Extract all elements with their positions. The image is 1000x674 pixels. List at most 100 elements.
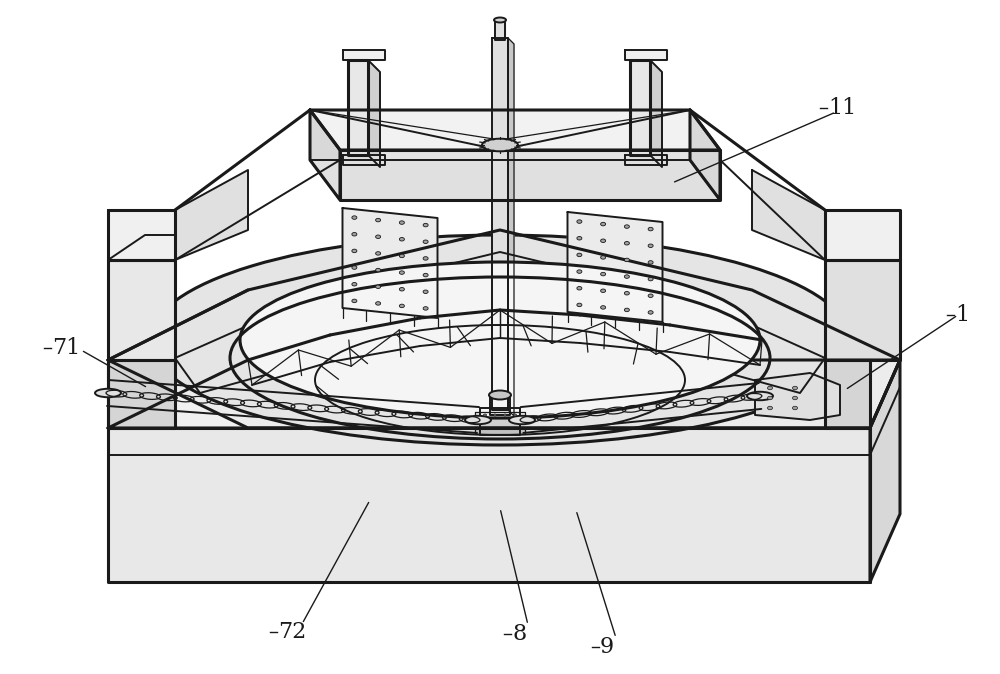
Ellipse shape [577, 237, 582, 240]
Text: 9: 9 [600, 636, 614, 658]
Ellipse shape [376, 268, 381, 272]
Text: 11: 11 [828, 97, 856, 119]
Polygon shape [175, 170, 248, 260]
Polygon shape [825, 360, 870, 428]
Ellipse shape [399, 288, 404, 291]
Ellipse shape [648, 261, 653, 264]
Polygon shape [108, 260, 175, 360]
Ellipse shape [376, 235, 381, 239]
Ellipse shape [482, 139, 518, 151]
Ellipse shape [399, 237, 404, 241]
Text: 1: 1 [955, 304, 969, 326]
Polygon shape [340, 150, 720, 200]
Polygon shape [475, 412, 525, 418]
Polygon shape [475, 428, 525, 434]
Ellipse shape [489, 390, 511, 400]
Ellipse shape [484, 414, 486, 416]
Polygon shape [755, 373, 840, 420]
Ellipse shape [376, 302, 381, 305]
Ellipse shape [352, 233, 357, 236]
Polygon shape [495, 20, 505, 40]
Ellipse shape [601, 306, 606, 309]
Ellipse shape [648, 244, 653, 247]
Ellipse shape [399, 221, 404, 224]
Polygon shape [108, 428, 870, 582]
Text: 8: 8 [512, 623, 526, 645]
Polygon shape [630, 60, 650, 155]
Ellipse shape [494, 18, 506, 22]
Ellipse shape [423, 223, 428, 227]
Polygon shape [108, 230, 900, 428]
Polygon shape [825, 210, 900, 260]
Ellipse shape [399, 254, 404, 257]
Polygon shape [310, 110, 720, 150]
Ellipse shape [465, 416, 491, 424]
Ellipse shape [624, 241, 629, 245]
Ellipse shape [768, 406, 772, 410]
Ellipse shape [509, 416, 535, 424]
Ellipse shape [376, 218, 381, 222]
Ellipse shape [768, 396, 772, 400]
Polygon shape [108, 360, 175, 428]
Polygon shape [108, 210, 175, 260]
Polygon shape [825, 260, 900, 360]
Polygon shape [342, 208, 438, 318]
Ellipse shape [352, 266, 357, 270]
Ellipse shape [648, 311, 653, 314]
Ellipse shape [240, 262, 760, 418]
Polygon shape [348, 60, 368, 155]
Polygon shape [508, 38, 514, 416]
Ellipse shape [150, 235, 850, 445]
Ellipse shape [624, 225, 629, 228]
Polygon shape [625, 50, 667, 60]
Ellipse shape [624, 308, 629, 311]
Ellipse shape [423, 257, 428, 260]
Ellipse shape [792, 406, 798, 410]
Ellipse shape [376, 285, 381, 288]
Text: 71: 71 [52, 337, 80, 359]
Ellipse shape [352, 299, 357, 303]
Ellipse shape [399, 271, 404, 274]
Ellipse shape [648, 227, 653, 231]
Text: 72: 72 [278, 621, 306, 643]
Ellipse shape [423, 274, 428, 277]
Ellipse shape [601, 272, 606, 276]
Ellipse shape [423, 240, 428, 243]
Polygon shape [175, 252, 825, 393]
Ellipse shape [399, 304, 404, 307]
Ellipse shape [624, 275, 629, 278]
Polygon shape [343, 50, 385, 60]
Ellipse shape [601, 289, 606, 293]
Ellipse shape [376, 251, 381, 255]
Ellipse shape [577, 270, 582, 274]
Polygon shape [310, 160, 720, 200]
Polygon shape [625, 155, 667, 165]
Ellipse shape [514, 414, 516, 416]
Ellipse shape [577, 303, 582, 307]
Polygon shape [752, 170, 825, 260]
Ellipse shape [352, 282, 357, 286]
Ellipse shape [352, 249, 357, 253]
Ellipse shape [601, 222, 606, 226]
Ellipse shape [601, 255, 606, 259]
Ellipse shape [423, 307, 428, 310]
Ellipse shape [95, 389, 121, 397]
Ellipse shape [648, 294, 653, 297]
Polygon shape [650, 60, 662, 167]
Polygon shape [690, 110, 720, 200]
Ellipse shape [601, 239, 606, 243]
Ellipse shape [423, 290, 428, 293]
Polygon shape [108, 360, 900, 428]
Polygon shape [343, 155, 385, 165]
Ellipse shape [494, 414, 496, 416]
Ellipse shape [577, 286, 582, 290]
Ellipse shape [504, 414, 507, 416]
Polygon shape [368, 60, 380, 167]
Polygon shape [490, 395, 510, 415]
Polygon shape [492, 38, 508, 410]
Ellipse shape [624, 291, 629, 295]
Ellipse shape [624, 258, 629, 262]
Ellipse shape [792, 396, 798, 400]
Ellipse shape [648, 277, 653, 281]
Ellipse shape [577, 253, 582, 257]
